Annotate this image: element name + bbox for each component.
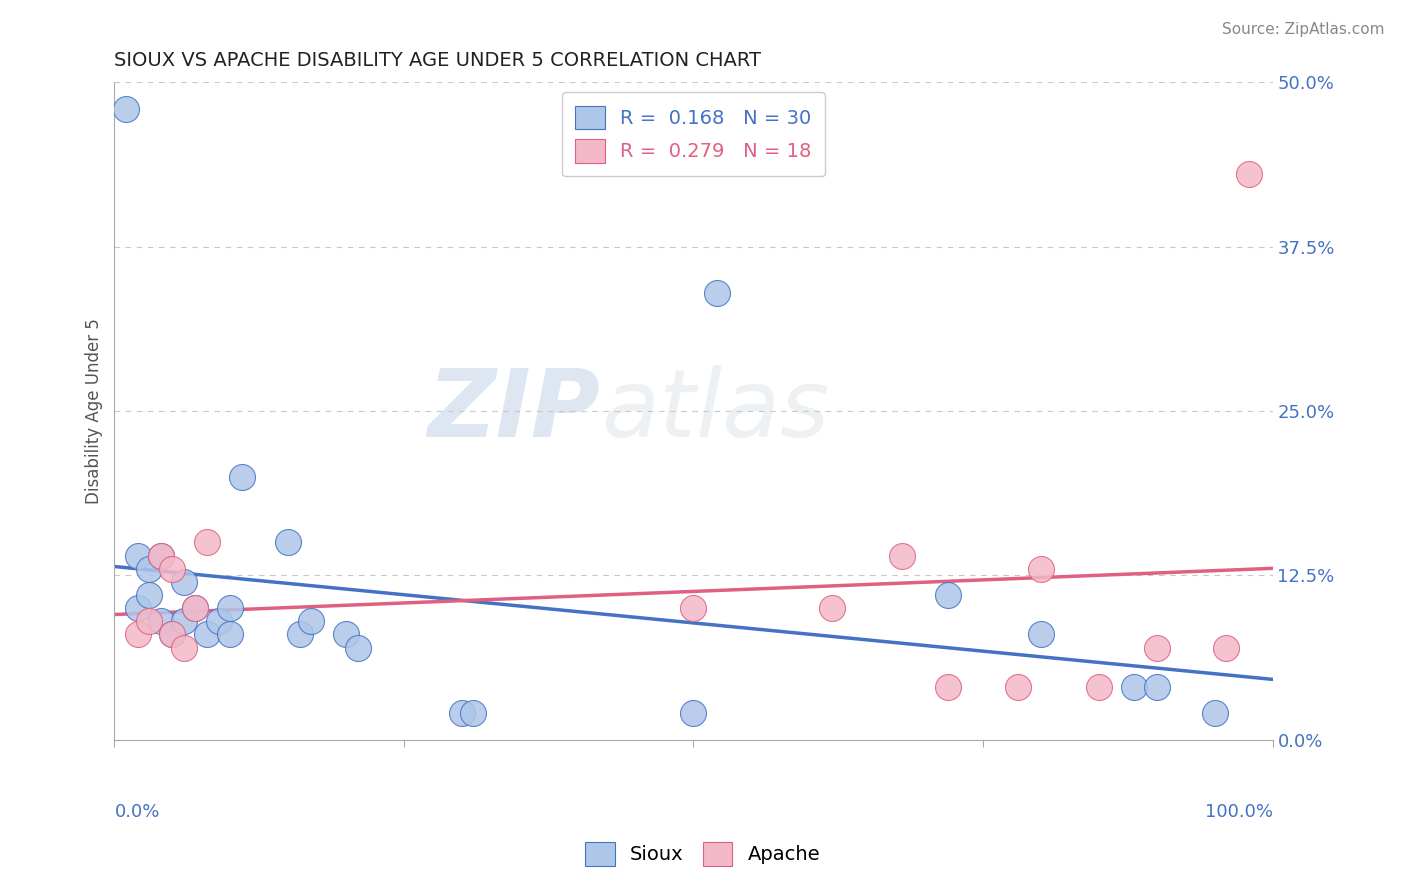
Point [288, 627, 311, 641]
Point [127, 601, 149, 615]
Point [162, 562, 184, 576]
Point [219, 627, 242, 641]
Text: 100.0%: 100.0% [1205, 803, 1272, 821]
Point [149, 549, 172, 563]
Point [1029, 627, 1052, 641]
Point [1122, 680, 1144, 694]
Text: 0.0%: 0.0% [114, 803, 160, 821]
Point [1146, 680, 1168, 694]
Point [277, 535, 299, 549]
Point [299, 614, 322, 628]
Point [195, 627, 218, 641]
Point [682, 706, 704, 721]
Point [231, 469, 253, 483]
Point [184, 601, 207, 615]
Legend: Sioux, Apache: Sioux, Apache [578, 834, 828, 873]
Point [1146, 640, 1168, 655]
Point [162, 627, 184, 641]
Point [138, 588, 160, 602]
Point [335, 627, 357, 641]
Point [208, 614, 231, 628]
Point [115, 102, 138, 116]
Point [1029, 562, 1052, 576]
Point [138, 614, 160, 628]
Point [162, 627, 184, 641]
Point [149, 549, 172, 563]
Legend: R =  0.168   N = 30, R =  0.279   N = 18: R = 0.168 N = 30, R = 0.279 N = 18 [562, 92, 825, 177]
Point [890, 549, 912, 563]
Point [173, 574, 195, 589]
Point [149, 614, 172, 628]
Text: atlas: atlas [600, 366, 830, 457]
Point [1215, 640, 1237, 655]
Point [173, 640, 195, 655]
Y-axis label: Disability Age Under 5: Disability Age Under 5 [86, 318, 103, 504]
Point [1007, 680, 1029, 694]
Point [127, 627, 149, 641]
Point [936, 588, 959, 602]
Point [127, 549, 149, 563]
Point [821, 601, 844, 615]
Text: ZIP: ZIP [427, 365, 600, 457]
Point [1204, 706, 1226, 721]
Point [346, 640, 368, 655]
Point [195, 535, 218, 549]
Point [682, 601, 704, 615]
Point [219, 601, 242, 615]
Point [1088, 680, 1111, 694]
Point [936, 680, 959, 694]
Point [173, 614, 195, 628]
Text: SIOUX VS APACHE DISABILITY AGE UNDER 5 CORRELATION CHART: SIOUX VS APACHE DISABILITY AGE UNDER 5 C… [114, 51, 762, 70]
Point [450, 706, 472, 721]
Point [706, 285, 728, 300]
Point [463, 706, 485, 721]
Point [138, 562, 160, 576]
Point [1239, 167, 1261, 181]
Text: Source: ZipAtlas.com: Source: ZipAtlas.com [1222, 22, 1385, 37]
Point [184, 601, 207, 615]
